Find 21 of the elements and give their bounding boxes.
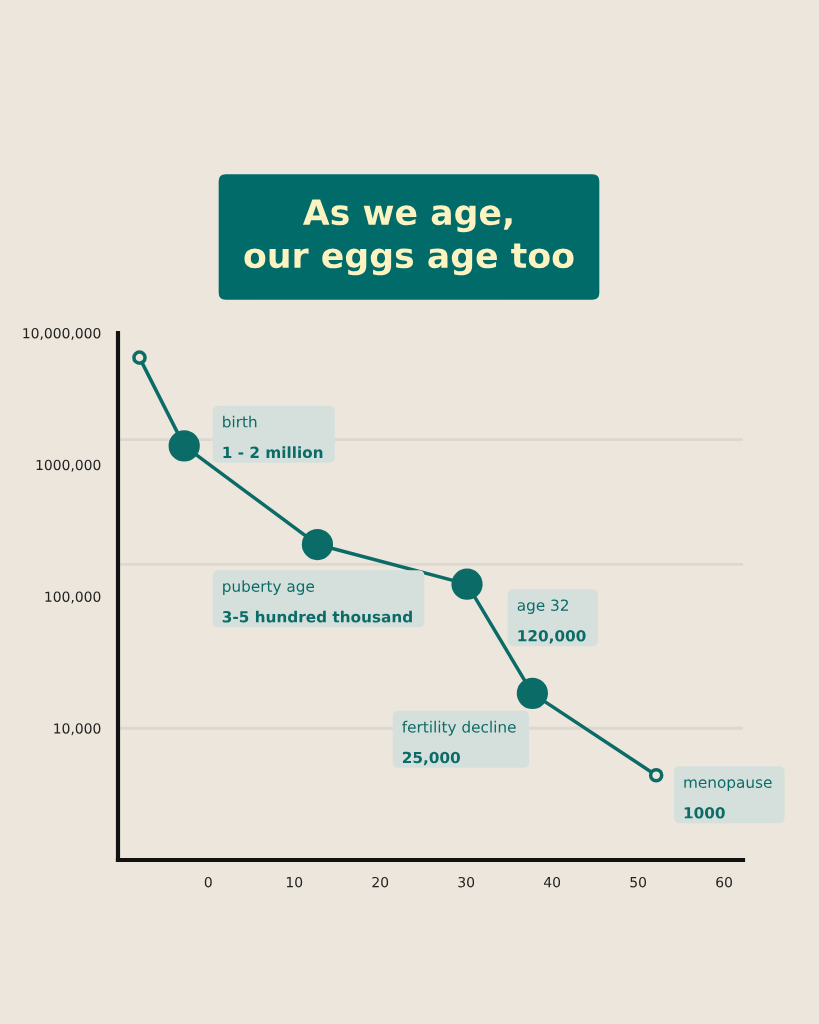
annotation: puberty age 3-5 hundred thousand [222, 580, 412, 623]
x-tick-label: 40 [543, 876, 561, 888]
annotation: age 32 120,000 [517, 599, 586, 644]
x-tick-label: 30 [458, 876, 475, 888]
point [516, 677, 548, 709]
x-tick-label: 60 [716, 876, 732, 888]
x-tick-label: 0 [204, 876, 212, 888]
y-tick-label: 10,000,000 [23, 327, 101, 340]
x-tick-label: 50 [630, 876, 647, 888]
text: birth 1 - 2 million [223, 415, 323, 459]
chart-title: As we age, our eggs age too [244, 199, 574, 276]
x-tick-label: 20 [372, 876, 389, 888]
annotation: menopause 1000 [684, 779, 772, 819]
annotation: fertility decline 25,000 [402, 720, 516, 766]
point [451, 568, 483, 600]
x-tick-label: 10 [286, 876, 303, 888]
y-tick-label: 1000,000 [36, 459, 101, 472]
y-tick-label: 100,000 [45, 591, 101, 604]
point [301, 528, 334, 561]
point [168, 430, 200, 462]
y-tick-label: 10,000 [54, 723, 101, 736]
